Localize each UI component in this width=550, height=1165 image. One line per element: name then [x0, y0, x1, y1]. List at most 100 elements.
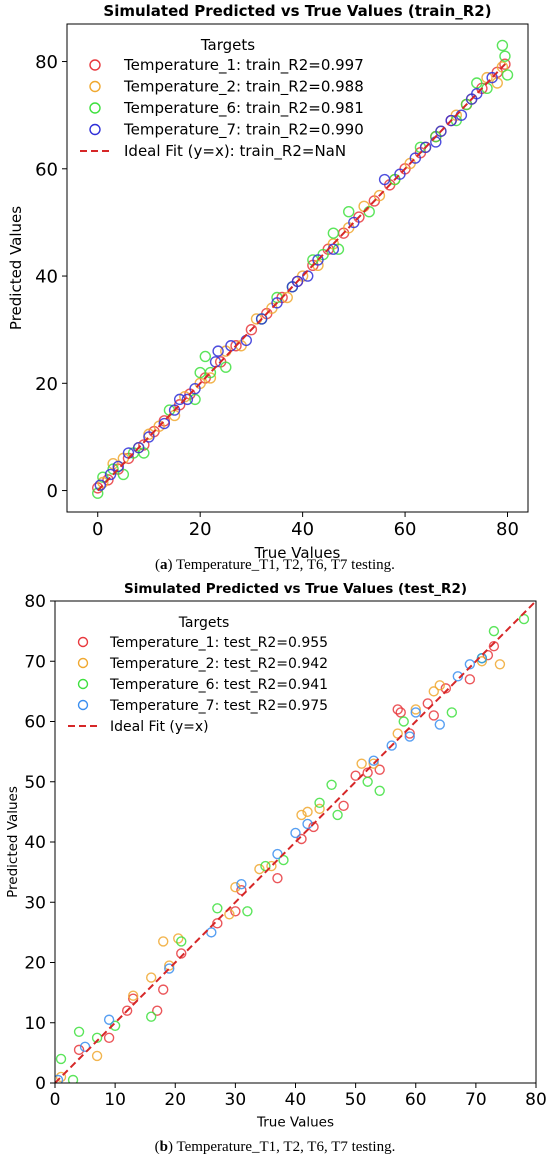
- series-1: [55, 656, 506, 1083]
- data-point: [378, 173, 391, 186]
- y-tick-label: 20: [24, 954, 46, 974]
- data-point: [496, 61, 509, 73]
- data-point: [55, 1071, 67, 1083]
- chart-1: Simulated Predicted vs True Values (test…: [5, 581, 547, 1131]
- legend-label: Temperature_6: train_R2=0.981: [123, 99, 364, 118]
- data-point: [296, 833, 307, 845]
- x-tick-label: 50: [345, 1090, 367, 1110]
- x-tick-label: 40: [291, 519, 314, 540]
- data-point: [404, 728, 415, 739]
- data-point: [332, 243, 345, 255]
- legend-entry: Temperature_1: train_R2=0.997: [89, 56, 364, 75]
- data-point: [471, 77, 483, 89]
- data-point: [446, 707, 458, 718]
- x-tick-label: 70: [465, 1090, 487, 1110]
- data-point: [158, 417, 171, 430]
- data-point: [224, 909, 235, 920]
- data-point: [117, 468, 130, 481]
- y-tick-label: 0: [35, 1074, 46, 1094]
- x-tick-label: 80: [525, 1090, 547, 1110]
- data-point: [350, 770, 361, 781]
- y-tick-label: 60: [35, 159, 58, 180]
- data-point: [103, 1032, 115, 1044]
- legend-entry: Ideal Fit (y=x): [68, 719, 209, 735]
- data-point: [164, 963, 175, 974]
- x-tick-label: 40: [285, 1090, 307, 1110]
- data-point: [176, 948, 187, 959]
- data-point: [410, 707, 421, 718]
- data-point: [343, 205, 355, 218]
- data-point: [404, 731, 415, 742]
- data-point: [368, 755, 379, 766]
- y-tick-label: 10: [24, 1014, 46, 1034]
- data-point: [55, 1074, 64, 1083]
- chart-0: Simulated Predicted vs True Values (trai…: [7, 2, 529, 562]
- legend-marker: [77, 657, 89, 669]
- data-point: [109, 1020, 121, 1031]
- legend-label: Ideal Fit (y=x): train_R2=NaN: [124, 142, 346, 161]
- data-point: [471, 88, 483, 100]
- series-2: [55, 613, 530, 1083]
- caption-a-letter: a: [160, 557, 168, 573]
- legend-marker: [77, 636, 89, 648]
- legend-label: Temperature_7: train_R2=0.990: [123, 121, 364, 140]
- legend-marker: [77, 699, 89, 711]
- y-tick-label: 80: [24, 592, 46, 612]
- caption-b-letter: b: [159, 1139, 168, 1155]
- data-point: [374, 785, 385, 796]
- data-point: [236, 878, 247, 890]
- data-point: [158, 984, 169, 995]
- data-point: [97, 476, 109, 489]
- data-point: [143, 431, 155, 443]
- legend: Targets Temperature_1: test_R2=0.955 Tempe…: [68, 615, 328, 735]
- data-point: [55, 1053, 67, 1065]
- data-point: [245, 323, 258, 336]
- legend-entry: Temperature_1: test_R2=0.955: [77, 635, 328, 651]
- legend-entry: Ideal Fit (y=x): train_R2=NaN: [80, 142, 346, 161]
- legend-title: Targets: [200, 36, 255, 54]
- data-point: [230, 881, 241, 893]
- data-point: [386, 740, 397, 751]
- data-point: [158, 936, 169, 947]
- data-point: [494, 659, 506, 670]
- data-point: [212, 903, 223, 914]
- data-point: [104, 468, 117, 481]
- data-point: [302, 806, 313, 818]
- data-point: [145, 972, 157, 983]
- data-point: [392, 704, 403, 715]
- data-point: [464, 674, 476, 685]
- data-point: [308, 821, 319, 833]
- data-point: [464, 659, 476, 670]
- data-point: [395, 707, 406, 718]
- data-point: [266, 860, 277, 872]
- legend-entry: Temperature_6: train_R2=0.981: [89, 99, 364, 118]
- x-tick-label: 80: [496, 519, 519, 540]
- data-point: [199, 350, 212, 363]
- data-point: [271, 297, 283, 309]
- legend-marker: [77, 678, 89, 690]
- legend-label: Temperature_2: test_R2=0.942: [109, 656, 328, 672]
- data-point: [488, 625, 500, 637]
- data-point: [435, 125, 447, 137]
- legend-marker: [89, 59, 101, 71]
- data-point: [92, 487, 104, 499]
- chart-title: Simulated Predicted vs True Values (test…: [124, 581, 467, 597]
- legend-marker: [89, 102, 101, 114]
- data-point: [254, 863, 265, 875]
- plot-frame: [66, 23, 529, 513]
- data-point: [73, 1044, 85, 1056]
- data-point: [356, 758, 367, 769]
- data-point: [482, 650, 494, 661]
- plot-area: [92, 39, 514, 499]
- legend-title: Targets: [178, 615, 230, 631]
- legend-entry: Temperature_2: train_R2=0.988: [89, 78, 364, 97]
- data-point: [236, 885, 247, 896]
- data-point: [368, 758, 379, 769]
- x-axis-label: True Values: [256, 1115, 334, 1131]
- data-point: [314, 803, 325, 815]
- data-point: [206, 927, 217, 938]
- data-point: [91, 1032, 103, 1044]
- y-tick-label: 70: [24, 652, 46, 672]
- data-point: [290, 827, 301, 839]
- data-point: [501, 69, 514, 81]
